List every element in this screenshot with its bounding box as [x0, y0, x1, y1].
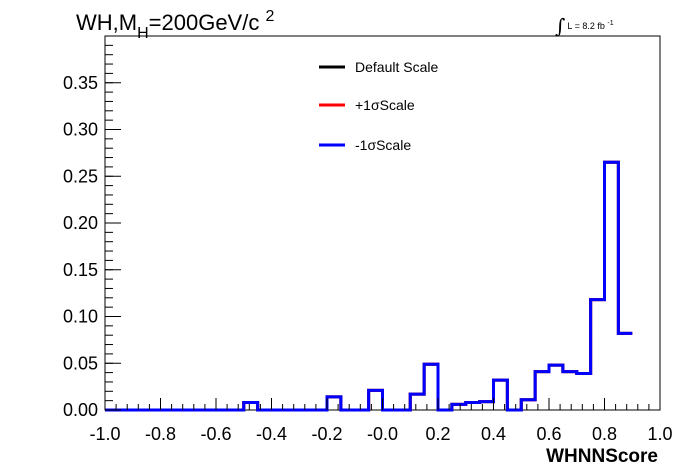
y-tick-label: 0.30: [63, 120, 98, 140]
y-tick-label: 0.20: [63, 213, 98, 233]
x-tick-label: -0.6: [200, 424, 231, 444]
series-line-2: [105, 160, 633, 412]
x-axis-label: WHNNScore: [546, 446, 658, 467]
x-tick-label: 0.8: [592, 424, 617, 444]
y-tick-label: 0.35: [63, 73, 98, 93]
y-tick-label: 0.10: [63, 307, 98, 327]
title-prefix: WH,M: [76, 10, 138, 35]
luminosity-superscript: -1: [607, 20, 614, 27]
series-line-1: [105, 160, 633, 412]
x-tick-label: 1.0: [647, 424, 672, 444]
legend-label-2: -1σScale: [355, 137, 411, 153]
x-tick-label: -0.2: [311, 424, 342, 444]
series-line-0: [105, 160, 633, 412]
y-tick-label: 0.00: [63, 400, 98, 420]
x-tick-label: 0.6: [536, 424, 561, 444]
title-subscript: H: [137, 25, 149, 42]
title-middle: =200GeV/c: [148, 10, 260, 35]
plot-title: WH,MH=200GeV/c 2: [76, 8, 275, 42]
x-tick-label: 0.4: [481, 424, 506, 444]
x-tick-label: -0.0: [367, 424, 398, 444]
luminosity-label: ∫ L = 8.2 fb -1: [555, 10, 614, 38]
y-tick-label: 0.15: [63, 260, 98, 280]
y-tick-label: 0.25: [63, 166, 98, 186]
title-superscript: 2: [265, 8, 275, 25]
legend-label-0: Default Scale: [355, 59, 438, 75]
plot-frame: [104, 35, 661, 411]
x-tick-label: -1.0: [89, 424, 120, 444]
x-tick-label: -0.4: [256, 424, 287, 444]
integral-symbol: ∫: [555, 14, 566, 38]
luminosity-text: L = 8.2 fb: [567, 21, 605, 31]
legend-label-1: +1σScale: [355, 97, 415, 113]
x-tick-label: 0.2: [425, 424, 450, 444]
x-tick-label: -0.8: [145, 424, 176, 444]
y-tick-label: 0.05: [63, 353, 98, 373]
